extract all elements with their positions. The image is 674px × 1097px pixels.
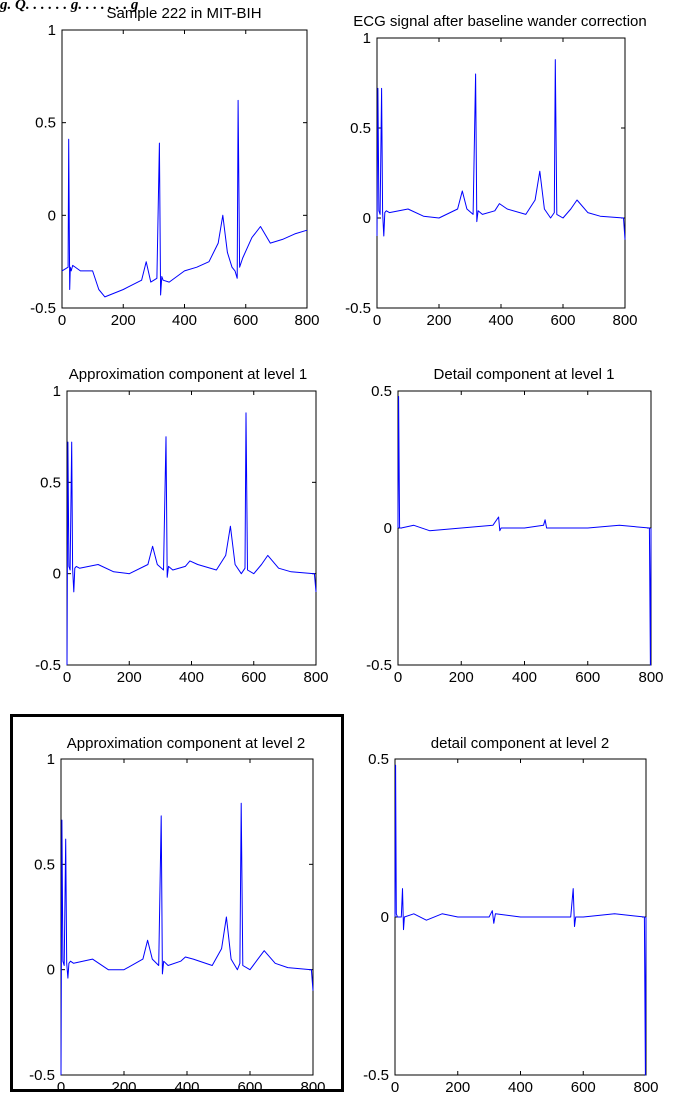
- ecg-trace-line: [376, 59, 626, 240]
- x-tick-label: 200: [445, 1079, 470, 1096]
- chart-title: detail component at level 2: [431, 735, 609, 752]
- y-tick-label: 0: [381, 909, 389, 926]
- x-tick-label: 0: [58, 312, 66, 329]
- chart-panel-3: Approximation component at level 1 0 200 40…: [35, 366, 328, 686]
- highlight-frame: [10, 714, 344, 1092]
- y-tick-label: 0.5: [371, 383, 392, 400]
- y-tick-label: -0.5: [345, 300, 371, 317]
- x-tick-label: 200: [426, 312, 451, 329]
- ecg-trace-line: [66, 412, 317, 666]
- axes-box: [66, 390, 317, 666]
- y-tick-label: -0.5: [366, 657, 392, 674]
- x-tick-label: 800: [303, 669, 328, 686]
- x-tick-label: 400: [512, 669, 537, 686]
- x-tick-label: 400: [174, 1079, 199, 1096]
- y-tick-label: 1: [53, 383, 61, 400]
- chart-title: Detail component at level 1: [434, 366, 615, 383]
- axes-box: [60, 758, 314, 1076]
- chart-title: Approximation component at level 1: [69, 366, 307, 383]
- y-tick-label: -0.5: [363, 1067, 389, 1084]
- ecg-trace-line: [61, 99, 308, 298]
- x-tick-label: 400: [508, 1079, 533, 1096]
- x-tick-label: 200: [111, 1079, 136, 1096]
- x-tick-label: 0: [394, 669, 402, 686]
- x-tick-label: 400: [172, 312, 197, 329]
- y-tick-label: 0: [384, 520, 392, 537]
- x-tick-label: 0: [391, 1079, 399, 1096]
- y-tick-label: -0.5: [30, 300, 56, 317]
- y-tick-label: -0.5: [35, 657, 61, 674]
- y-tick-label: 0.5: [368, 751, 389, 768]
- chart-title: Sample 222 in MIT-BIH: [106, 5, 261, 22]
- y-tick-label: 0.5: [35, 115, 56, 132]
- x-tick-label: 600: [575, 669, 600, 686]
- x-tick-label: 800: [300, 1079, 325, 1096]
- x-tick-label: 600: [571, 1079, 596, 1096]
- x-tick-label: 600: [233, 312, 258, 329]
- x-tick-label: 600: [237, 1079, 262, 1096]
- y-tick-label: 0: [47, 962, 55, 979]
- x-tick-label: 0: [57, 1079, 65, 1096]
- y-tick-label: 0.5: [40, 474, 61, 491]
- y-tick-label: 0: [48, 207, 56, 224]
- x-tick-label: 600: [550, 312, 575, 329]
- ecg-trace-line: [60, 802, 314, 1076]
- y-tick-label: 1: [47, 751, 55, 768]
- chart-panel-6: detail component at level 2 0 200 400 600 800…: [363, 735, 658, 1096]
- x-tick-label: 200: [111, 312, 136, 329]
- y-tick-label: 0: [53, 566, 61, 583]
- chart-panel-4: Detail component at level 1 0 200 400 600 800…: [366, 366, 663, 686]
- header-fragment: g. Q. . . . . . g. . . . . . . g: [0, 0, 139, 13]
- y-tick-label: 0.5: [34, 856, 55, 873]
- x-tick-label: 200: [117, 669, 142, 686]
- y-tick-label: 0: [363, 210, 371, 227]
- x-tick-label: 400: [488, 312, 513, 329]
- chart-panel-5: Approximation component at level 2 0 200 40…: [29, 735, 325, 1096]
- x-tick-label: 400: [179, 669, 204, 686]
- x-tick-label: 800: [612, 312, 637, 329]
- axes-box: [376, 37, 626, 309]
- chart-title: Approximation component at level 2: [67, 735, 305, 752]
- x-tick-label: 200: [449, 669, 474, 686]
- x-tick-label: 800: [633, 1079, 658, 1096]
- ecg-trace-line: [394, 764, 647, 1076]
- x-tick-label: 600: [241, 669, 266, 686]
- x-tick-label: 0: [63, 669, 71, 686]
- chart-panel-2: ECG signal after baseline wander correct…: [345, 13, 647, 329]
- x-tick-label: 800: [638, 669, 663, 686]
- y-tick-label: -0.5: [29, 1067, 55, 1084]
- x-tick-label: 800: [294, 312, 319, 329]
- axes-box: [61, 29, 308, 309]
- x-tick-label: 0: [373, 312, 381, 329]
- y-tick-label: 1: [48, 22, 56, 39]
- y-tick-label: 0.5: [350, 120, 371, 137]
- chart-title: ECG signal after baseline wander correct…: [353, 13, 646, 30]
- y-tick-label: 1: [363, 30, 371, 47]
- ecg-trace-line: [397, 396, 652, 666]
